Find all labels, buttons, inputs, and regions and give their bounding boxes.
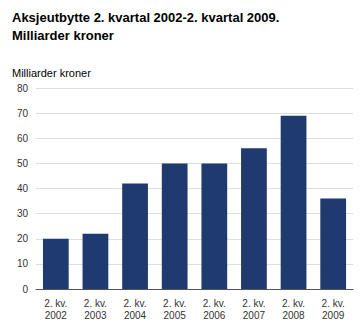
svg-text:2003: 2003 (84, 310, 107, 321)
svg-text:30: 30 (17, 208, 29, 219)
svg-text:2002: 2002 (45, 310, 68, 321)
svg-text:10: 10 (17, 258, 29, 269)
svg-text:2. kv.: 2. kv. (203, 298, 226, 309)
svg-text:Milliarder kroner: Milliarder kroner (12, 28, 114, 43)
svg-text:Milliarder kroner: Milliarder kroner (12, 67, 91, 79)
svg-text:2. kv.: 2. kv. (163, 298, 186, 309)
svg-text:2. kv.: 2. kv. (322, 298, 345, 309)
svg-text:2. kv.: 2. kv. (282, 298, 305, 309)
svg-text:20: 20 (17, 233, 29, 244)
svg-text:2. kv.: 2. kv. (123, 298, 146, 309)
svg-text:2004: 2004 (124, 310, 147, 321)
svg-text:2006: 2006 (203, 310, 226, 321)
svg-text:2005: 2005 (164, 310, 187, 321)
svg-text:40: 40 (17, 183, 29, 194)
svg-text:2. kv.: 2. kv. (242, 298, 265, 309)
svg-text:70: 70 (17, 108, 29, 119)
svg-text:2. kv.: 2. kv. (84, 298, 107, 309)
svg-text:80: 80 (17, 83, 29, 94)
svg-text:60: 60 (17, 133, 29, 144)
svg-text:2009: 2009 (322, 310, 345, 321)
svg-text:2. kv.: 2. kv. (44, 298, 67, 309)
svg-text:0: 0 (22, 284, 28, 295)
svg-text:50: 50 (17, 158, 29, 169)
svg-text:Aksjeutbytte 2. kvartal 2002-2: Aksjeutbytte 2. kvartal 2002-2. kvartal … (12, 10, 279, 25)
svg-text:2007: 2007 (243, 310, 266, 321)
svg-text:2008: 2008 (282, 310, 305, 321)
